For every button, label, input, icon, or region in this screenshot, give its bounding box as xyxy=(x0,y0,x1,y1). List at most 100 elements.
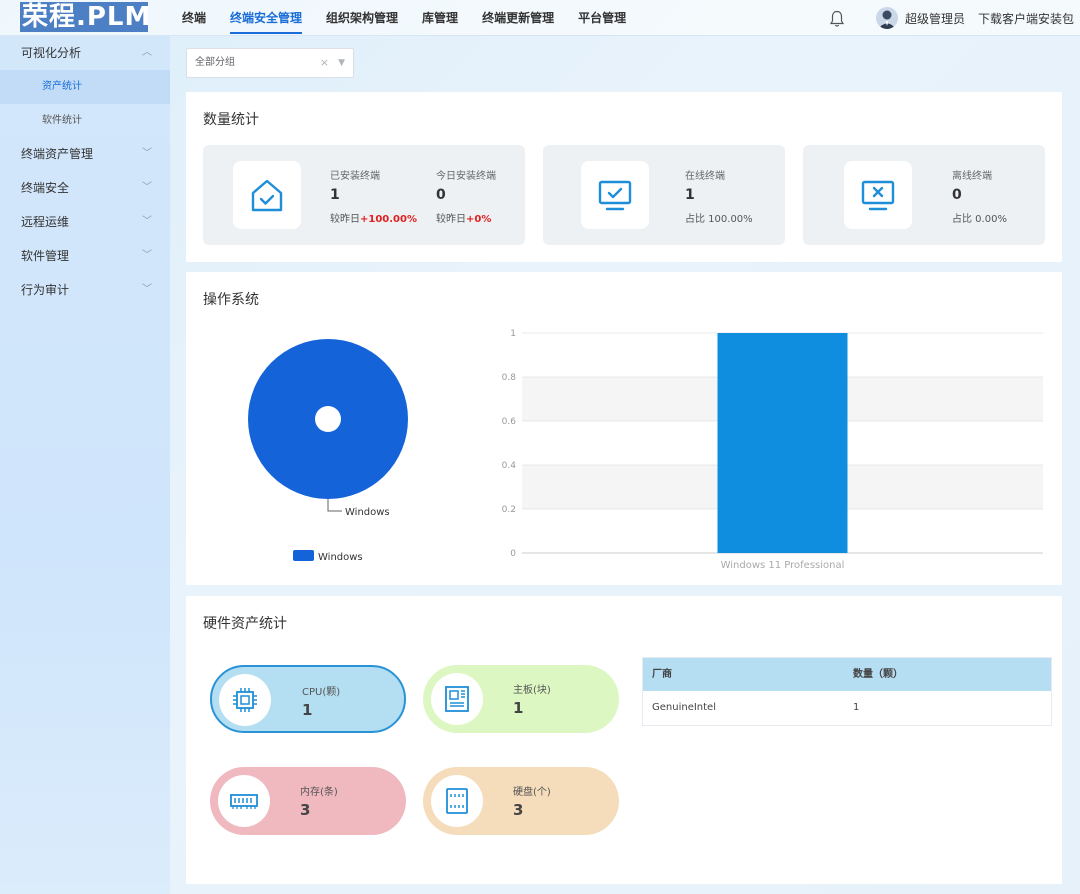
motherboard-value: 1 xyxy=(513,699,524,717)
online-label: 在线终端 xyxy=(685,171,725,182)
motherboard-card[interactable]: 主板(块) 1 xyxy=(423,665,619,733)
chevron-up-icon: ︿ xyxy=(142,47,152,58)
avatar[interactable] xyxy=(876,7,898,29)
os-pie-chart: Windows Windows xyxy=(248,339,408,563)
memory-label: 内存(条) xyxy=(300,787,338,798)
table-cell-count: 1 xyxy=(853,702,860,713)
sidebar-item-visual-analysis[interactable]: 可视化分析 ︿ xyxy=(0,36,170,70)
os-title: 操作系统 xyxy=(203,292,259,308)
online-stat-card: 在线终端 1 占比 100.00% xyxy=(543,145,785,245)
today-installed-label: 今日安装终端 xyxy=(436,171,496,182)
user-name[interactable]: 超级管理员 xyxy=(905,12,966,26)
bar xyxy=(717,333,848,553)
download-client-link[interactable]: 下载客户端安装包 xyxy=(978,12,1075,26)
nav-item-platform[interactable]: 平台管理 xyxy=(578,11,627,25)
chevron-down-icon: ﹀ xyxy=(142,250,152,261)
installed-label: 已安装终端 xyxy=(330,171,380,182)
disk-icon-circle xyxy=(431,775,483,827)
stats-panel: 数量统计 已安装终端 1 较昨日+100.00% 今日安装终端 0 较昨日+0%… xyxy=(186,92,1062,262)
hardware-title: 硬件资产统计 xyxy=(203,616,287,632)
today-installed-value: 0 xyxy=(436,187,446,203)
online-value: 1 xyxy=(685,187,695,203)
installed-stat-card: 已安装终端 1 较昨日+100.00% 今日安装终端 0 较昨日+0% xyxy=(203,145,525,245)
sidebar-item-label: 终端资产管理 xyxy=(21,147,94,161)
sidebar-item-software-mgmt[interactable]: 软件管理 ﹀ xyxy=(0,239,170,273)
chevron-down-icon: ﹀ xyxy=(142,284,152,295)
online-ratio: 占比 100.00% xyxy=(685,214,753,225)
disk-card[interactable]: 硬盘(个) 3 xyxy=(423,767,619,835)
cpu-vendor-table: 厂商 数量（颗） GenuineIntel 1 xyxy=(642,657,1052,726)
y-tick-label: 0.6 xyxy=(502,417,517,427)
sidebar-item-label: 软件管理 xyxy=(21,249,70,263)
pie-slice-label: Windows xyxy=(345,507,390,518)
today-compare: 较昨日+0% xyxy=(436,210,491,225)
installed-icon-box xyxy=(233,161,301,229)
caret-down-icon[interactable]: ▼ xyxy=(338,58,345,68)
memory-card[interactable]: 内存(条) 3 xyxy=(210,767,406,835)
offline-ratio: 占比 0.00% xyxy=(952,214,1007,225)
offline-label: 离线终端 xyxy=(952,171,992,182)
nav-item-org-structure[interactable]: 组织架构管理 xyxy=(326,11,399,25)
main-nav: 终端 终端安全管理 组织架构管理 库管理 终端更新管理 平台管理 xyxy=(170,0,638,36)
sidebar-item-label: 可视化分析 xyxy=(21,46,82,60)
clear-icon[interactable]: × xyxy=(319,56,329,69)
installed-value: 1 xyxy=(330,187,340,203)
cpu-icon xyxy=(233,688,257,712)
nav-item-terminal-security[interactable]: 终端安全管理 xyxy=(218,0,314,36)
memory-value: 3 xyxy=(300,801,311,819)
offline-stat-card: 离线终端 0 占比 0.00% xyxy=(803,145,1045,245)
nav-item-terminal[interactable]: 终端 xyxy=(182,11,207,25)
cpu-label: CPU(颗) xyxy=(302,687,341,698)
app-logo[interactable]: 荣程.PLM xyxy=(20,2,148,32)
sidebar-subitem-asset-stats[interactable]: 资产统计 xyxy=(0,70,170,104)
y-tick-label: 0.2 xyxy=(502,505,516,515)
compare-value: +0% xyxy=(466,214,492,225)
disk-label: 硬盘(个) xyxy=(513,787,551,798)
sidebar-item-terminal-assets[interactable]: 终端资产管理 ﹀ xyxy=(0,137,170,171)
y-tick-label: 0.4 xyxy=(502,461,517,471)
pie-hole xyxy=(315,406,341,432)
cpu-card[interactable]: CPU(颗) 1 xyxy=(210,665,406,733)
top-bar: 荣程.PLM 终端 终端安全管理 组织架构管理 库管理 终端更新管理 平台管理 … xyxy=(0,0,1080,36)
table-cell-vendor: GenuineIntel xyxy=(652,702,716,713)
sidebar: 可视化分析 ︿ 资产统计 软件统计 终端资产管理 ﹀ 终端安全 ﹀ 远程运维 ﹀… xyxy=(0,36,170,894)
monitor-x-icon xyxy=(861,180,895,211)
pie-label-leader xyxy=(327,499,342,512)
sidebar-item-terminal-security[interactable]: 终端安全 ﹀ xyxy=(0,171,170,205)
x-tick-label: Windows 11 Professional xyxy=(721,560,845,571)
motherboard-icon xyxy=(445,686,469,712)
sidebar-item-remote-ops[interactable]: 远程运维 ﹀ xyxy=(0,205,170,239)
offline-value: 0 xyxy=(952,187,962,203)
chevron-down-icon: ﹀ xyxy=(142,148,152,159)
os-panel: 操作系统 Windows Windows 0 0.2 0.4 0.6 0.8 1 Window… xyxy=(186,272,1062,585)
online-icon-box xyxy=(581,161,649,229)
table-row[interactable]: GenuineIntel 1 xyxy=(643,691,1051,725)
sidebar-item-behavior-audit[interactable]: 行为审计 ﹀ xyxy=(0,273,170,307)
sidebar-item-label: 终端安全 xyxy=(21,181,70,195)
os-bar-chart: 0 0.2 0.4 0.6 0.8 1 Windows 11 Professional xyxy=(502,329,1043,571)
installed-compare: 较昨日+100.00% xyxy=(330,210,417,225)
nav-item-library[interactable]: 库管理 xyxy=(422,11,459,25)
stats-title: 数量统计 xyxy=(203,112,259,128)
cpu-icon-circle xyxy=(219,674,271,726)
nav-item-terminal-update[interactable]: 终端更新管理 xyxy=(482,11,555,25)
group-select[interactable]: 全部分组 × ▼ xyxy=(186,48,354,78)
memory-icon-circle xyxy=(218,775,270,827)
motherboard-label: 主板(块) xyxy=(513,685,551,696)
legend-swatch xyxy=(293,550,314,561)
column-header-vendor[interactable]: 厂商 xyxy=(652,669,672,680)
column-header-count[interactable]: 数量（颗） xyxy=(853,669,903,680)
compare-prefix: 较昨日 xyxy=(330,214,360,225)
group-select-value: 全部分组 xyxy=(195,57,235,68)
house-check-icon xyxy=(251,179,283,212)
chevron-down-icon: ﹀ xyxy=(142,182,152,193)
sidebar-item-label: 行为审计 xyxy=(21,283,70,297)
hardware-panel: 硬件资产统计 xyxy=(186,596,1062,884)
bell-icon[interactable] xyxy=(829,10,845,28)
compare-prefix: 较昨日 xyxy=(436,214,466,225)
cpu-value: 1 xyxy=(302,701,313,719)
offline-icon-box xyxy=(844,161,912,229)
disk-value: 3 xyxy=(513,801,524,819)
sidebar-subitem-software-stats[interactable]: 软件统计 xyxy=(42,115,82,126)
disk-icon xyxy=(446,788,468,814)
